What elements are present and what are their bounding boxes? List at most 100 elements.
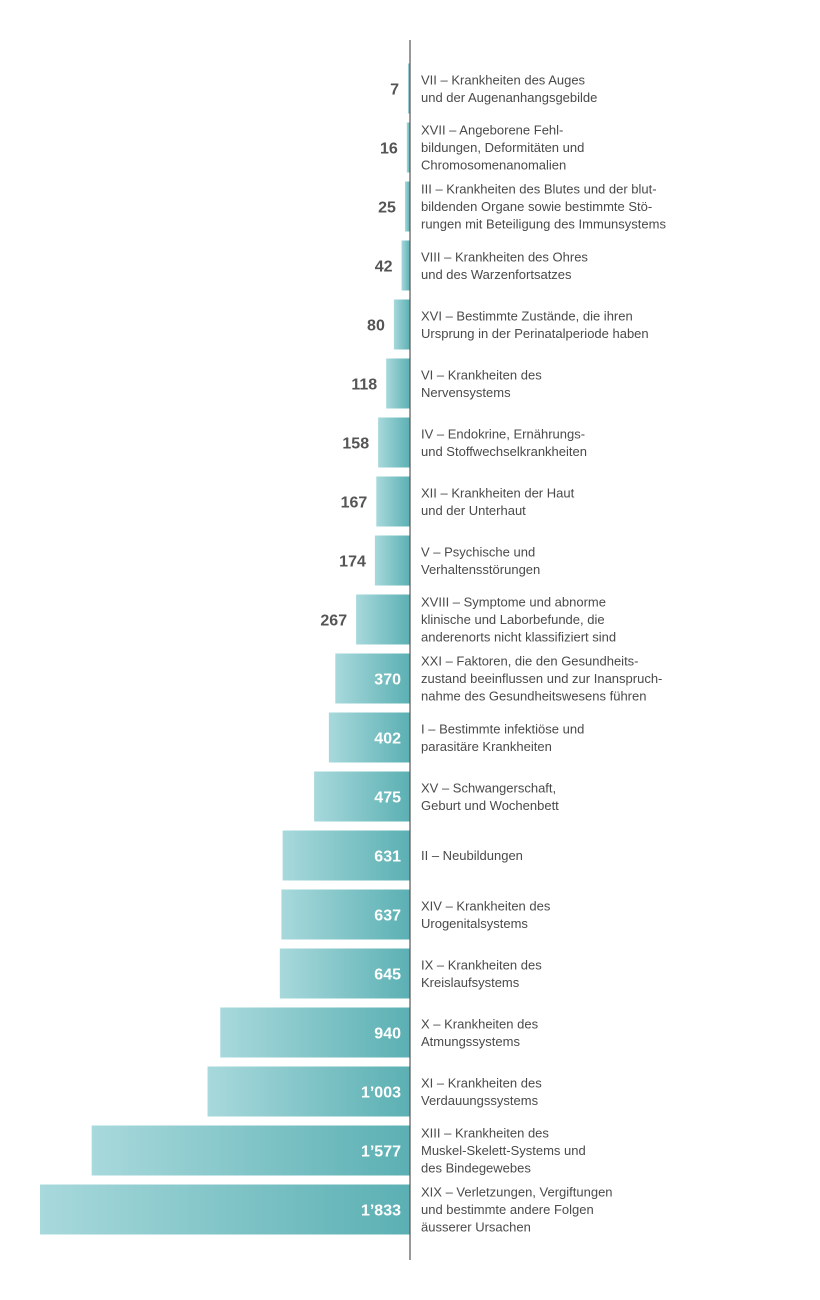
category-label-line: nahme des Gesundheitswesens führen [421,689,646,704]
category-label-line: bildenden Organe sowie bestimmte Stö- [421,199,652,214]
bar [282,830,410,881]
bar [401,240,410,291]
bar-group: 402 I – Bestimmte infektiöse und parasitär… [328,712,584,763]
category-label-line: bildungen, Deformitäten und [421,140,584,155]
bar-value-label: 25 [378,200,396,217]
bar-value-label: 167 [341,495,368,512]
category-label: XIX – Verletzungen, Vergiftungen und best… [421,1185,613,1235]
bar [378,417,410,468]
bar-group: 1’003 XI – Krankheiten des Verdauungssyste… [207,1066,542,1117]
category-label: IV – Endokrine, Ernährungs-und Stoffwech… [421,426,587,459]
category-label-line: X – Krankheiten des [421,1016,539,1031]
bar-value-label: 267 [320,613,347,630]
bar-group: 645 IX – Krankheiten des Kreislaufsystems [279,948,542,999]
bar-value-label: 637 [374,908,401,925]
category-label-line: des Bindegewebes [421,1161,531,1176]
category-label-line: Ursprung in der Perinatalperiode haben [421,326,649,341]
category-label-line: XI – Krankheiten des [421,1075,542,1090]
bar-group: 475 XV – Schwangerschaft, Geburt und Woche… [314,771,559,822]
bar-group: 158 IV – Endokrine, Ernährungs-und Stoffw… [342,417,587,468]
category-label: VI – Krankheiten des Nervensystems [421,367,542,400]
bar-value-label: 940 [374,1026,401,1043]
category-label-line: IV – Endokrine, Ernährungs- [421,426,585,441]
category-label-line: und der Unterhaut [421,503,526,518]
category-label-line: und bestimmte andere Folgen [421,1202,594,1217]
category-label-line: Urogenitalsystems [421,916,528,931]
category-label: XVI – Bestimmte Zustände, die ihren Urspr… [421,308,649,341]
bars-layer: 7 VII – Krankheiten des Auges und der Auge… [40,63,666,1235]
bar [335,653,410,704]
bar [40,1184,410,1235]
bar-group: 174 V – Psychische und Verhaltensstörungen [339,535,540,586]
bar-value-label: 475 [374,790,401,807]
category-label-line: I – Bestimmte infektiöse und [421,721,584,736]
category-label: XXI – Faktoren, die den Gesundheits-zust… [421,654,662,704]
category-label-line: Chromosomenanomalien [421,158,566,173]
bar-value-label: 80 [367,318,385,335]
bar [406,122,410,173]
bar [408,63,410,114]
bar [374,535,410,586]
bar-value-label: 118 [351,377,377,394]
category-label: V – Psychische und Verhaltensstörungen [421,544,540,577]
bar [220,1007,410,1058]
category-label-line: XIV – Krankheiten des [421,898,551,913]
category-label-line: anderenorts nicht klassifiziert sind [421,630,616,645]
bar [314,771,410,822]
bar-group: 7 VII – Krankheiten des Auges und der Auge… [390,63,597,114]
bar [386,358,410,409]
bar-value-label: 370 [374,672,401,689]
bar-value-label: 1’833 [361,1203,401,1220]
category-label-line: VIII – Krankheiten des Ohres [421,249,588,264]
category-label-line: Kreislaufsystems [421,975,520,990]
bar-group: 370 XXI – Faktoren, die den Gesundheits-z… [335,653,662,704]
bar-group: 637 XIV – Krankheiten des Urogenitalsystem… [281,889,551,940]
bar-value-label: 174 [339,554,366,571]
bar-group: 25 III – Krankheiten des Blutes und der b… [378,181,666,232]
bar-group: 631 II – Neubildungen [282,830,523,881]
bar-value-label: 645 [374,967,401,984]
category-label: XII – Krankheiten der Haut und der Unterh… [421,485,575,518]
category-label-line: XVII – Angeborene Fehl- [421,123,563,138]
category-label-line: Nervensystems [421,385,511,400]
category-label-line: Atmungssystems [421,1034,520,1049]
category-label-line: parasitäre Krankheiten [421,739,552,754]
category-label-line: Muskel-Skelett-Systems und [421,1143,586,1158]
category-label: X – Krankheiten des Atmungssystems [421,1016,539,1049]
bar-value-label: 42 [375,259,393,276]
category-label-line: VI – Krankheiten des [421,367,542,382]
bar-value-label: 1’577 [361,1144,401,1161]
category-label: XIII – Krankheiten des Muskel-Skelett-Sys… [421,1126,586,1176]
bar-group: 42 VIII – Krankheiten des Ohres und des Wa… [375,240,588,291]
category-label: VII – Krankheiten des Auges und der Augen… [421,72,597,105]
bar-group: 940 X – Krankheiten des Atmungssystems [220,1007,539,1058]
category-label-line: rungen mit Beteiligung des Immunsystems [421,217,666,232]
category-label-line: Verhaltensstörungen [421,562,540,577]
bar-value-label: 1’003 [361,1085,401,1102]
category-label-line: und Stoffwechselkrankheiten [421,444,587,459]
category-label-line: II – Neubildungen [421,848,523,863]
bar-value-label: 16 [380,141,398,158]
category-label-line: IX – Krankheiten des [421,957,542,972]
category-label-line: XVI – Bestimmte Zustände, die ihren [421,308,633,323]
category-label-line: und des Warzenfortsatzes [421,267,572,282]
bar-group: 167 XII – Krankheiten der Haut und der Unt… [341,476,575,527]
bar-group: 118 VI – Krankheiten des Nervensystems [351,358,542,409]
category-label-line: XIX – Verletzungen, Vergiftungen [421,1185,613,1200]
category-label-line: Geburt und Wochenbett [421,798,559,813]
category-label-line: äusserer Ursachen [421,1220,531,1235]
bar [328,712,410,763]
category-label: II – Neubildungen [421,848,523,863]
bar-value-label: 7 [390,82,399,99]
bar-group: 16 XVII – Angeborene Fehl-bildungen, Defo… [380,122,584,173]
category-label-line: III – Krankheiten des Blutes und der blu… [421,182,657,197]
category-label: XI – Krankheiten des Verdauungssystems [421,1075,542,1108]
bar-value-label: 631 [374,849,401,866]
bar-group: 1’577 XIII – Krankheiten des Muskel-Skelet… [91,1125,586,1176]
category-label: XVII – Angeborene Fehl-bildungen, Deform… [421,123,584,173]
bar [281,889,410,940]
category-label-line: XIII – Krankheiten des [421,1126,549,1141]
bar [207,1066,410,1117]
category-label: III – Krankheiten des Blutes und der blu… [421,182,666,232]
